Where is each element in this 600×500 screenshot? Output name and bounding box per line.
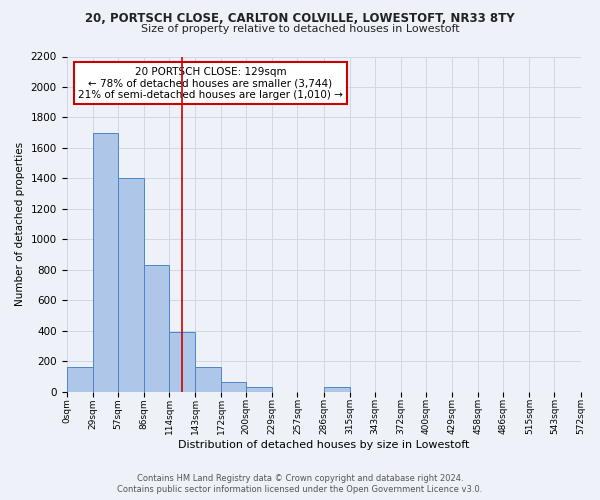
Y-axis label: Number of detached properties: Number of detached properties bbox=[15, 142, 25, 306]
Bar bbox=[118, 178, 144, 392]
Bar bbox=[92, 132, 118, 392]
X-axis label: Distribution of detached houses by size in Lowestoft: Distribution of detached houses by size … bbox=[178, 440, 469, 450]
Text: Contains HM Land Registry data © Crown copyright and database right 2024.
Contai: Contains HM Land Registry data © Crown c… bbox=[118, 474, 482, 494]
Bar bbox=[67, 368, 92, 392]
Bar bbox=[144, 266, 169, 392]
Text: 20, PORTSCH CLOSE, CARLTON COLVILLE, LOWESTOFT, NR33 8TY: 20, PORTSCH CLOSE, CARLTON COLVILLE, LOW… bbox=[85, 12, 515, 26]
Text: 20 PORTSCH CLOSE: 129sqm
← 78% of detached houses are smaller (3,744)
21% of sem: 20 PORTSCH CLOSE: 129sqm ← 78% of detach… bbox=[78, 66, 343, 100]
Bar bbox=[169, 332, 195, 392]
Text: Size of property relative to detached houses in Lowestoft: Size of property relative to detached ho… bbox=[140, 24, 460, 34]
Bar bbox=[323, 387, 350, 392]
Bar bbox=[246, 387, 272, 392]
Bar bbox=[221, 382, 246, 392]
Bar bbox=[195, 366, 221, 392]
